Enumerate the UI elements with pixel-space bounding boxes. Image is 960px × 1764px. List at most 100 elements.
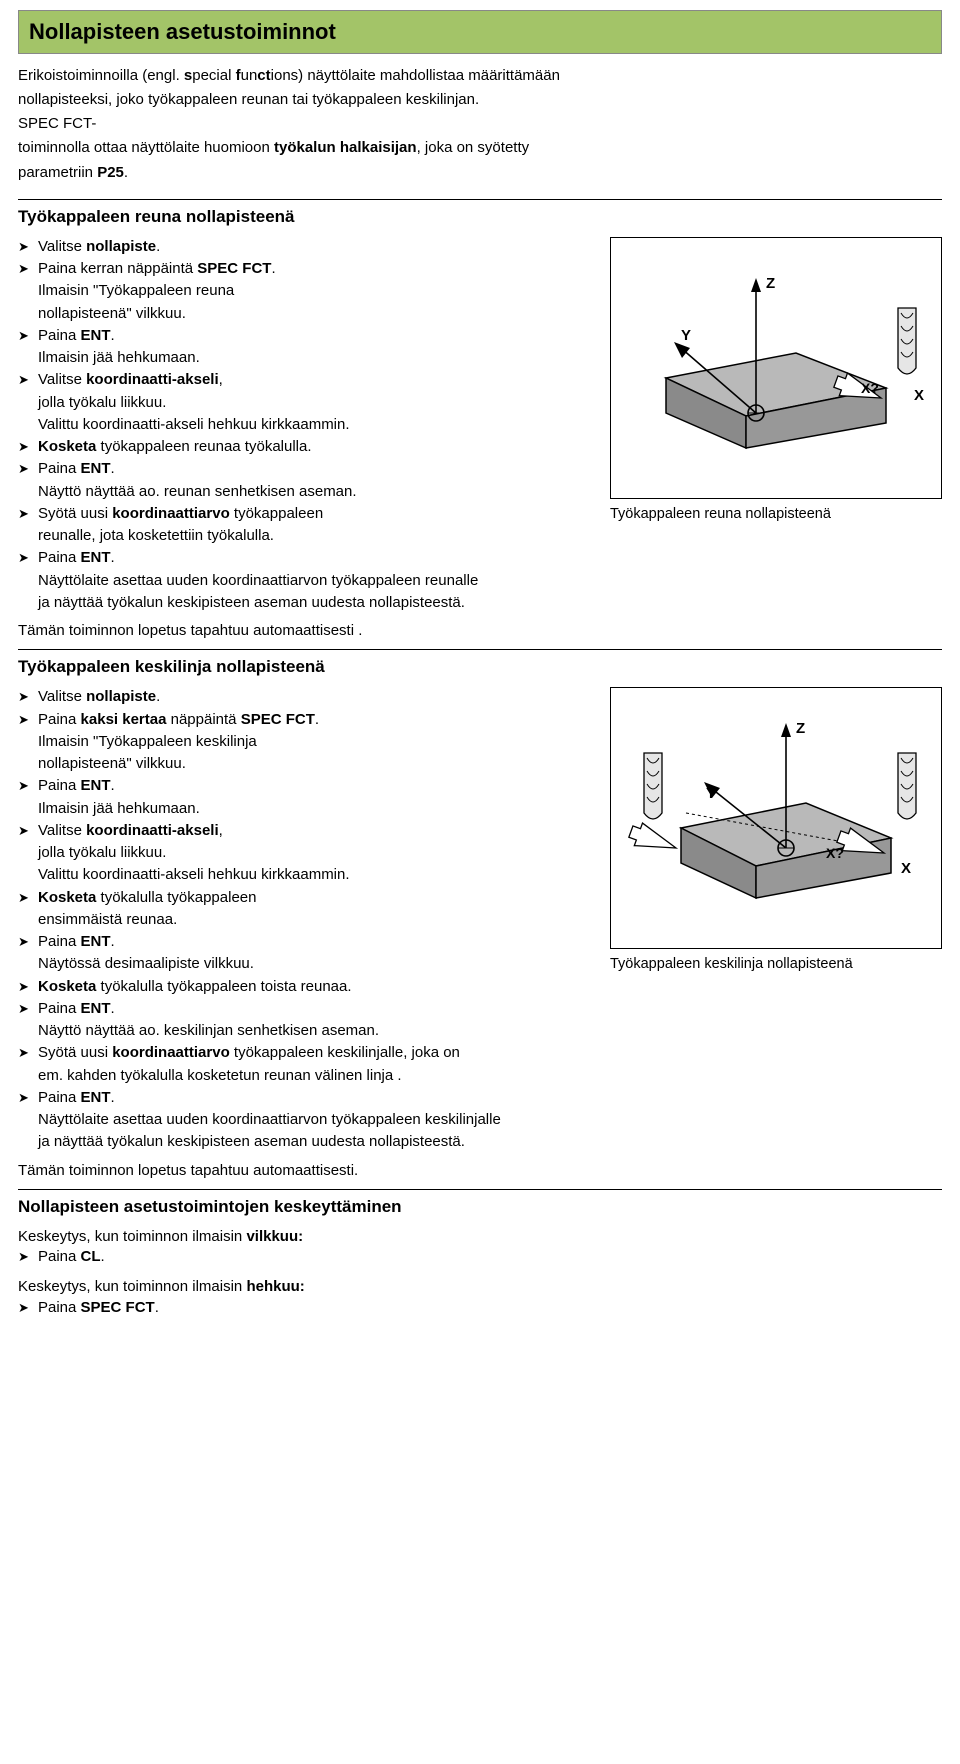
step-item: Paina SPEC FCT. — [18, 1298, 942, 1318]
step-continuation: Näytössä desimaalipiste vilkkuu. — [18, 954, 592, 974]
step-item: Valitse nollapiste. — [18, 237, 592, 257]
text: . — [101, 1248, 105, 1265]
step-item: Paina kaksi kertaa näppäintä SPEC FCT. — [18, 710, 592, 730]
intro-paragraph: Erikoistoiminnoilla (engl. special funct… — [18, 66, 942, 183]
step-continuation: Ilmaisin jää hehkumaan. — [18, 348, 592, 368]
text: SPEC FCT — [241, 711, 315, 728]
edge-diagram-icon: Z Y X? X — [626, 248, 926, 488]
text: Valitse — [38, 238, 86, 255]
text: P25 — [97, 164, 124, 181]
step-item: Paina ENT. — [18, 999, 592, 1019]
text: työkalun halkaisijan — [274, 139, 417, 156]
text: pecial — [192, 67, 235, 84]
page-title-bar: Nollapisteen asetustoiminnot — [18, 10, 942, 54]
text: ENT — [81, 777, 111, 794]
text: Paina kerran näppäintä — [38, 260, 197, 277]
section-heading-abort: Nollapisteen asetustoimintojen keskeyttä… — [18, 1196, 942, 1219]
step-item: Kosketa työkappaleen reunaa työkalulla. — [18, 437, 592, 457]
intro-line: nollapisteeksi, joko työkappaleen reunan… — [18, 90, 934, 110]
text: ENT — [81, 1000, 111, 1017]
text: , — [219, 822, 223, 839]
text: ENT — [81, 460, 111, 477]
step-continuation: ja näyttää työkalun keskipisteen aseman … — [18, 593, 592, 613]
step-item: Syötä uusi koordinaattiarvo työkappaleen… — [18, 1043, 592, 1063]
text: CL — [81, 1248, 101, 1265]
centerline-diagram-icon: Z Y — [626, 698, 926, 938]
text: ENT — [81, 549, 111, 566]
text: . — [111, 1089, 115, 1106]
step-continuation: Näyttölaite asettaa uuden koordinaattiar… — [18, 1110, 592, 1130]
steps-list: Paina SPEC FCT. — [18, 1298, 942, 1318]
svg-text:Z: Z — [796, 720, 805, 737]
text: nollapiste — [86, 238, 156, 255]
intro-line: SPEC FCT- — [18, 114, 934, 134]
section-heading-centerline: Työkappaleen keskilinja nollapisteenä — [18, 656, 942, 679]
text: SPEC FCT- — [18, 115, 96, 132]
text: nollapiste — [86, 688, 156, 705]
text: Valitse — [38, 688, 86, 705]
step-continuation: nollapisteenä" vilkkuu. — [18, 754, 592, 774]
step-continuation: em. kahden työkalulla kosketetun reunan … — [18, 1066, 592, 1086]
text: s — [184, 67, 192, 84]
text: työkappaleen keskilinjalle, joka on — [230, 1044, 460, 1061]
figure-edge: Z Y X? X — [610, 237, 942, 525]
abort-condition-glow: Keskeytys, kun toiminnon ilmaisin hehkuu… — [18, 1277, 942, 1297]
text: . — [155, 1299, 159, 1316]
text: koordinaatti-akseli — [86, 371, 219, 388]
step-continuation: Ilmaisin "Työkappaleen keskilinja — [18, 732, 592, 752]
text: työkappaleen reunaa työkalulla. — [96, 438, 311, 455]
text: ct — [257, 67, 270, 84]
step-continuation: Näyttö näyttää ao. keskilinjan senhetkis… — [18, 1021, 592, 1041]
step-item: Valitse koordinaatti-akseli, — [18, 370, 592, 390]
intro-line: toiminnolla ottaa näyttölaite huomioon t… — [18, 138, 934, 158]
text: . — [271, 260, 275, 277]
section-edge-steps: Valitse nollapiste. Paina kerran näppäin… — [18, 237, 592, 615]
text: Kosketa — [38, 889, 96, 906]
steps-list: Paina CL. — [18, 1247, 942, 1267]
step-continuation: Ilmaisin "Työkappaleen reuna — [18, 281, 592, 301]
text: . — [111, 1000, 115, 1017]
svg-text:X?: X? — [826, 845, 844, 861]
text: hehkuu: — [246, 1278, 304, 1295]
text: . — [111, 933, 115, 950]
text: Syötä uusi — [38, 1044, 112, 1061]
text: Erikoistoiminnoilla (engl. — [18, 67, 184, 84]
svg-text:Y: Y — [706, 785, 716, 802]
step-continuation: nollapisteenä" vilkkuu. — [18, 304, 592, 324]
step-item: Paina kerran näppäintä SPEC FCT. — [18, 259, 592, 279]
text: Kosketa — [38, 438, 96, 455]
text: koordinaattiarvo — [112, 505, 230, 522]
text: . — [124, 164, 128, 181]
step-item: Paina ENT. — [18, 776, 592, 796]
step-item: Paina ENT. — [18, 326, 592, 346]
divider — [18, 1189, 942, 1190]
figure-edge-box: Z Y X? X — [610, 237, 942, 499]
step-item: Kosketa työkalulla työkappaleen toista r… — [18, 977, 592, 997]
divider — [18, 199, 942, 200]
text: Paina — [38, 549, 81, 566]
text: työkalulla työkappaleen — [96, 889, 256, 906]
text: Keskeytys, kun toiminnon ilmaisin — [18, 1228, 246, 1245]
page-title: Nollapisteen asetustoiminnot — [29, 17, 931, 47]
text: SPEC FCT — [197, 260, 271, 277]
text: ENT — [81, 933, 111, 950]
section-centerline-steps: Valitse nollapiste. Paina kaksi kertaa n… — [18, 687, 592, 1154]
svg-text:X?: X? — [861, 380, 879, 396]
text: Paina — [38, 1248, 81, 1265]
text: . — [111, 327, 115, 344]
text: Syötä uusi — [38, 505, 112, 522]
text: Paina — [38, 1000, 81, 1017]
step-continuation: Valittu koordinaatti-akseli hehkuu kirkk… — [18, 415, 592, 435]
step-continuation: ensimmäistä reunaa. — [18, 910, 592, 930]
intro-line: Erikoistoiminnoilla (engl. special funct… — [18, 66, 934, 86]
step-item: Paina ENT. — [18, 1088, 592, 1108]
text: Keskeytys, kun toiminnon ilmaisin — [18, 1278, 246, 1295]
step-item: Paina ENT. — [18, 459, 592, 479]
text: Paina — [38, 460, 81, 477]
text: kaksi kertaa — [81, 711, 167, 728]
text: Paina — [38, 777, 81, 794]
divider — [18, 649, 942, 650]
text: . — [111, 549, 115, 566]
section-centerline-closing: Tämän toiminnon lopetus tapahtuu automaa… — [18, 1161, 942, 1181]
text: Kosketa — [38, 978, 96, 995]
